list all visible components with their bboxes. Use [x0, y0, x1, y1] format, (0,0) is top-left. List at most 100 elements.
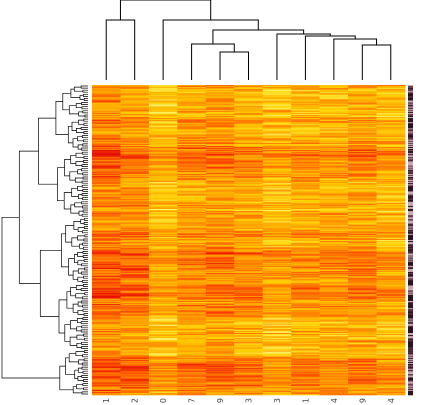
heatmap-cell	[348, 245, 377, 247]
heatmap-cell	[120, 201, 150, 204]
heatmap-cell	[205, 126, 235, 128]
heatmap-cell	[205, 342, 235, 344]
heatmap-cell	[148, 205, 178, 208]
heatmap-cell	[348, 376, 377, 378]
heatmap-cell	[262, 136, 292, 138]
heatmap-cell	[148, 355, 178, 358]
heatmap-cell	[319, 355, 349, 358]
heatmap-cell	[120, 351, 150, 353]
heatmap-cell	[376, 242, 406, 244]
heatmap-cell	[319, 295, 349, 298]
heatmap-cell	[262, 181, 292, 183]
heatmap-cell	[177, 229, 207, 231]
heatmap-cell	[120, 125, 150, 127]
heatmap-cell	[177, 106, 207, 109]
heatmap-cell	[348, 241, 377, 243]
heatmap-cell	[120, 164, 150, 166]
heatmap-cell	[92, 357, 121, 360]
column-tick-label: 3	[245, 398, 254, 403]
heatmap-cell	[120, 161, 150, 163]
heatmap-cell	[348, 352, 377, 354]
heatmap-cell	[348, 114, 377, 117]
heatmap-cell	[234, 366, 264, 368]
heatmap-cell	[92, 157, 121, 159]
heatmap-cell	[120, 102, 150, 104]
side-bar-cell	[408, 243, 413, 245]
heatmap-cell	[348, 310, 377, 312]
heatmap-cell	[262, 281, 292, 283]
heatmap-cell	[148, 330, 178, 333]
heatmap-cell	[291, 345, 320, 347]
heatmap-cell	[319, 102, 349, 104]
heatmap-cell	[376, 216, 406, 218]
heatmap-cell	[348, 369, 377, 371]
heatmap-cell	[262, 207, 292, 210]
heatmap-cell	[319, 337, 349, 339]
heatmap-cell	[262, 219, 292, 221]
side-bar-cell	[408, 268, 413, 271]
heatmap-cell	[177, 93, 207, 95]
heatmap-cell	[291, 120, 320, 122]
side-bar-cell	[408, 99, 413, 101]
heatmap-cell	[177, 209, 207, 211]
heatmap-cell	[348, 259, 377, 261]
heatmap-cell	[92, 179, 121, 181]
heatmap-cell	[291, 240, 320, 242]
heatmap-cell	[262, 305, 292, 307]
dendrogram-link	[81, 151, 88, 155]
side-bar-cell	[408, 105, 413, 107]
heatmap-cell	[376, 274, 406, 276]
heatmap-cell	[291, 207, 320, 210]
dendrogram-link	[82, 205, 88, 209]
heatmap-cell	[205, 97, 235, 99]
heatmap-cell	[262, 393, 292, 396]
side-bar-cell	[408, 324, 413, 327]
side-bar-cell	[408, 267, 413, 270]
heatmap-cell	[291, 203, 320, 206]
side-bar-cell	[408, 199, 413, 202]
heatmap-cell	[376, 382, 406, 384]
heatmap-cell	[291, 338, 320, 340]
heatmap-cell	[262, 139, 292, 142]
heatmap-cell	[262, 258, 292, 260]
heatmap-cell	[262, 180, 292, 182]
heatmap-cell	[92, 160, 121, 162]
heatmap-cell	[148, 341, 178, 343]
heatmap-cell	[120, 320, 150, 322]
heatmap-cell	[262, 86, 292, 88]
heatmap-cell	[319, 123, 349, 125]
heatmap-cell	[92, 175, 121, 178]
heatmap-cell	[177, 274, 207, 276]
heatmap-cell	[291, 380, 320, 382]
heatmap-cell	[120, 365, 150, 367]
column-tick-label: 1	[102, 398, 111, 403]
heatmap-cell	[291, 133, 320, 135]
heatmap-cell	[177, 101, 207, 103]
heatmap-cell	[92, 92, 121, 94]
heatmap-cell	[319, 169, 349, 172]
heatmap-cell	[348, 85, 377, 87]
heatmap-cell	[262, 126, 292, 128]
heatmap-cell	[319, 116, 349, 118]
heatmap-cell	[291, 294, 320, 297]
heatmap-cell	[177, 122, 207, 124]
heatmap-cell	[348, 315, 377, 317]
dendrogram-link	[361, 44, 392, 80]
heatmap-cell	[319, 341, 349, 343]
heatmap-cell	[319, 266, 349, 269]
heatmap-cell	[319, 287, 349, 289]
heatmap-cell	[205, 128, 235, 130]
side-bar-cell	[408, 386, 413, 389]
side-bar-cell	[408, 277, 413, 279]
heatmap-cell	[205, 268, 235, 271]
heatmap-cell	[348, 182, 377, 184]
heatmap-cell	[348, 311, 377, 313]
heatmap-cell	[92, 374, 121, 376]
heatmap-cell	[120, 203, 150, 206]
heatmap-cell	[177, 232, 207, 235]
heatmap-cell	[148, 357, 178, 360]
heatmap-cell	[205, 254, 235, 256]
heatmap-cell	[205, 248, 235, 250]
heatmap-cell	[348, 267, 377, 270]
heatmap-cell	[262, 199, 292, 202]
